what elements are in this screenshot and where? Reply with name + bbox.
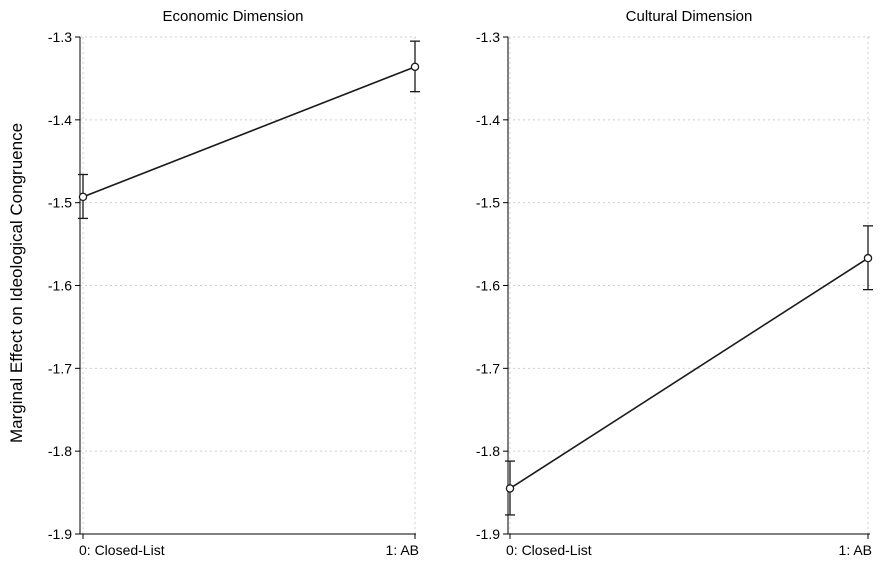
y-tick-label: -1.6	[48, 278, 72, 294]
data-point	[505, 484, 515, 493]
economic-dimension-panel: Economic Dimension -1.3 -1.4 -1.5 -1.6 -1.7 -…	[48, 8, 420, 558]
x-tick-label: 1: AB	[386, 542, 419, 558]
y-tick-label: -1.4	[476, 112, 500, 128]
y-tick-label: -1.4	[48, 112, 72, 128]
x-tick-label: 0: Closed-List	[79, 542, 165, 558]
y-tick-label: -1.7	[48, 360, 72, 376]
y-tick-label: -1.9	[48, 526, 72, 542]
y-tick-label: -1.8	[476, 443, 500, 459]
y-tick-label: -1.3	[48, 29, 72, 45]
y-tick-label: -1.5	[476, 195, 500, 211]
y-tick-label: -1.9	[476, 526, 500, 542]
series-line	[509, 257, 869, 490]
panel-title: Economic Dimension	[163, 8, 304, 25]
x-tick-label: 1: AB	[839, 542, 872, 558]
x-tick-label: 0: Closed-List	[506, 542, 592, 558]
panel-title: Cultural Dimension	[626, 8, 753, 25]
y-tick-label: -1.5	[48, 195, 72, 211]
y-tick-label: -1.6	[476, 278, 500, 294]
y-tick-label: -1.3	[476, 29, 500, 45]
y-tick-label: -1.7	[476, 360, 500, 376]
cultural-dimension-panel: Cultural Dimension -1.3 -1.4 -1.5 -1.6 -1.7 -…	[476, 8, 873, 558]
y-tick-label: -1.8	[48, 443, 72, 459]
y-axis-label: Marginal Effect on Ideological Congruenc…	[7, 123, 26, 443]
series-line	[82, 66, 416, 198]
data-point	[410, 62, 420, 72]
data-point	[863, 253, 873, 263]
data-point	[78, 192, 88, 202]
